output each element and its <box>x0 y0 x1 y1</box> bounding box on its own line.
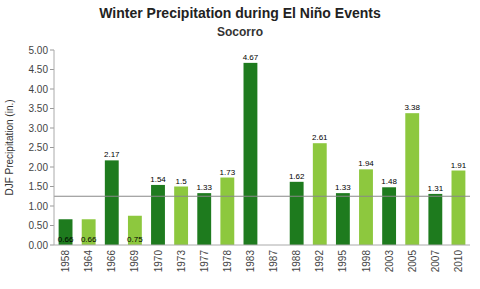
y-tick-label: 0.50 <box>29 220 49 231</box>
bar <box>313 143 327 245</box>
data-label: 0.75 <box>127 235 143 244</box>
x-tick-label: 1966 <box>106 250 117 273</box>
data-label: 1.48 <box>381 177 397 186</box>
data-label: 0.66 <box>81 235 97 244</box>
bars <box>59 63 466 245</box>
x-tick-label: 1969 <box>129 250 140 273</box>
bar <box>428 194 442 245</box>
x-tick-label: 1973 <box>176 250 187 273</box>
x-tick-label: 1978 <box>222 250 233 273</box>
data-label: 1.31 <box>428 184 444 193</box>
data-label: 1.94 <box>358 159 374 168</box>
bar <box>151 185 165 245</box>
bar <box>105 160 119 245</box>
subtitle: Socorro <box>217 25 263 39</box>
x-tick-label: 2003 <box>384 250 395 273</box>
bar <box>452 171 466 245</box>
y-tick <box>50 69 54 70</box>
x-tick-label: 1995 <box>337 250 348 273</box>
x-axis: 1958 1964 1966 1969 1970 1973 1977 1978 1983 1987… <box>60 250 464 273</box>
data-label: 1.73 <box>220 168 236 177</box>
y-tick-label: 1.50 <box>29 181 49 192</box>
x-tick-label: 1958 <box>60 250 71 273</box>
data-label: 2.61 <box>312 133 328 142</box>
x-tick-label: 1987 <box>268 250 279 273</box>
bar <box>336 193 350 245</box>
y-tick <box>50 225 54 226</box>
x-tick-label: 2005 <box>407 250 418 273</box>
title: Winter Precipitation during El Niño Even… <box>99 5 381 21</box>
y-tick-label: 4.00 <box>29 84 49 95</box>
x-tick-label: 1983 <box>245 250 256 273</box>
y-tick-label: 3.00 <box>29 123 49 134</box>
data-label: 1.33 <box>335 183 351 192</box>
x-tick-label: 2007 <box>430 250 441 273</box>
y-tick-label: 2.50 <box>29 142 49 153</box>
y-tick-label: 1.00 <box>29 201 49 212</box>
bar <box>244 63 258 245</box>
y-tick-label: 3.50 <box>29 103 49 114</box>
y-tick <box>50 50 54 51</box>
y-tick-label: 2.00 <box>29 162 49 173</box>
bar <box>359 169 373 245</box>
y-tick <box>50 167 54 168</box>
data-label: 0.66 <box>58 235 74 244</box>
data-label: 1.5 <box>176 177 188 186</box>
chart: Winter Precipitation during El Niño Even… <box>0 0 480 289</box>
y-tick <box>50 206 54 207</box>
y-tick <box>50 89 54 90</box>
x-tick-label: 2010 <box>453 250 464 273</box>
y-axis-line <box>54 50 55 245</box>
y-tick-label: 0.00 <box>29 240 49 251</box>
data-labels: 0.66 0.66 2.17 0.75 1.54 1.5 1.33 1.73 4.67 1.62 2… <box>58 53 467 244</box>
x-tick-label: 1992 <box>314 250 325 273</box>
y-tick-label: 4.50 <box>29 64 49 75</box>
y-tick <box>50 128 54 129</box>
data-label: 1.54 <box>150 175 166 184</box>
y-tick <box>50 186 54 187</box>
x-tick-label: 1988 <box>291 250 302 273</box>
x-tick-label: 1964 <box>83 250 94 273</box>
data-label: 4.67 <box>243 53 259 62</box>
bar <box>220 178 234 245</box>
data-label: 3.38 <box>404 103 420 112</box>
bar <box>290 182 304 245</box>
x-tick-label: 1998 <box>361 250 372 273</box>
bar <box>405 113 419 245</box>
y-axis: 0.00 0.50 1.00 1.50 2.00 2.50 3.00 3.50 4.00 4.50… <box>29 45 54 251</box>
y-tick <box>50 245 54 246</box>
y-tick <box>50 108 54 109</box>
bar <box>174 187 188 246</box>
reference-line <box>54 196 470 197</box>
y-tick <box>50 147 54 148</box>
y-axis-label: DJF Precipitation (in.) <box>4 99 15 195</box>
data-label: 1.91 <box>451 161 467 170</box>
x-axis-line <box>54 245 470 246</box>
data-label: 2.17 <box>104 150 120 159</box>
data-label: 1.62 <box>289 172 305 181</box>
bar <box>197 193 211 245</box>
x-tick-label: 1977 <box>199 250 210 273</box>
x-tick-label: 1970 <box>153 250 164 273</box>
data-label: 1.33 <box>196 183 212 192</box>
y-tick-label: 5.00 <box>29 45 49 56</box>
